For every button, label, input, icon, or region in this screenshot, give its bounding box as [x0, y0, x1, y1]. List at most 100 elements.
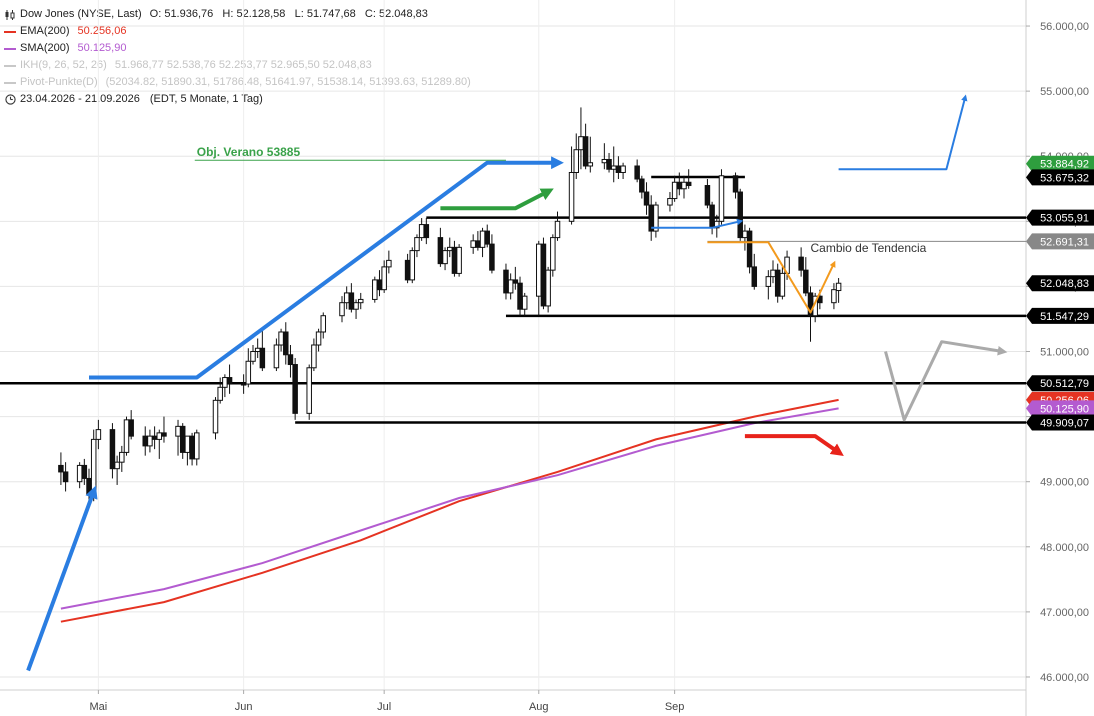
legend-swatch: [4, 30, 16, 33]
candle-body: [222, 377, 228, 388]
candle: [718, 169, 725, 225]
candle: [348, 283, 355, 313]
price-label: 53.884,92: [1026, 155, 1094, 172]
candle-body: [418, 224, 425, 239]
candle: [742, 224, 748, 251]
candle-body: [212, 399, 219, 434]
candle-body: [114, 461, 120, 470]
candle-body: [62, 471, 69, 483]
candle-body: [615, 165, 622, 174]
candle-body: [217, 386, 223, 401]
candle-body: [386, 259, 392, 268]
legend-value: 50.256,06: [77, 25, 127, 37]
legend-label: Pivot-Punkte(D): [20, 76, 98, 88]
candle: [550, 234, 556, 277]
candle-body: [746, 230, 753, 268]
legend-indicator-0[interactable]: EMA(200) 50.256,06: [4, 23, 471, 40]
candle: [161, 416, 167, 443]
price-label-bg: [1026, 275, 1094, 292]
candle: [620, 162, 626, 180]
candle: [320, 312, 327, 339]
price-label: 52.048,83: [1026, 275, 1094, 292]
candle-body: [372, 279, 378, 300]
candle-body: [732, 175, 739, 193]
candle: [835, 278, 842, 303]
candle: [259, 328, 266, 372]
candle-body: [90, 438, 97, 496]
candle: [737, 188, 743, 241]
candle-body: [442, 250, 448, 265]
candle-body: [254, 347, 261, 353]
x-tick-label: Aug: [529, 701, 549, 713]
y-tick-label: 51.000,00: [1040, 347, 1089, 359]
candle-body: [58, 464, 64, 473]
candle: [746, 227, 753, 274]
candle: [685, 169, 692, 189]
candle: [653, 201, 659, 238]
candle: [704, 179, 711, 209]
candle-body: [536, 243, 542, 297]
candle-body: [451, 246, 458, 274]
candle-body: [194, 432, 200, 460]
candle-body: [357, 298, 364, 304]
candle-body: [709, 204, 715, 229]
candle: [540, 237, 547, 310]
candle: [423, 218, 430, 245]
candle-body: [484, 230, 490, 245]
candle: [292, 358, 298, 420]
candle: [484, 224, 490, 248]
candle-body: [676, 181, 683, 190]
drawn-arrow: [26, 485, 98, 672]
candle-body: [311, 344, 317, 369]
candle: [142, 426, 148, 456]
legend-value: 50.125,90: [77, 42, 127, 54]
drawn-arrow: [89, 156, 564, 380]
candle: [507, 273, 514, 300]
price-label-text: 52.048,83: [1040, 278, 1089, 290]
price-label-bg: [1026, 155, 1094, 172]
clock-icon: [4, 94, 16, 106]
candle: [343, 286, 350, 310]
candle: [353, 299, 359, 319]
candle: [95, 419, 102, 450]
candle-body: [456, 246, 462, 274]
candle: [283, 322, 289, 365]
candle-body: [273, 344, 280, 369]
candle-body: [119, 451, 125, 463]
candle-body: [643, 191, 650, 206]
candle: [90, 429, 97, 502]
y-tick-label: 55.000,00: [1040, 86, 1089, 98]
drawn-arrow: [744, 434, 844, 457]
candle: [156, 429, 163, 459]
series-line-ema-200-: [60, 398, 839, 623]
candle-body: [503, 269, 509, 294]
candle-body: [76, 464, 83, 483]
legend-indicator-1[interactable]: SMA(200) 50.125,90: [4, 40, 471, 57]
candle-body: [751, 266, 758, 287]
candle: [536, 240, 542, 316]
candle: [447, 237, 453, 258]
candle-body: [404, 259, 411, 281]
candle: [76, 462, 83, 489]
drawn-arrow: [651, 218, 744, 229]
candle-body: [507, 279, 514, 294]
candle-body: [765, 276, 772, 287]
candle: [114, 455, 120, 485]
candle-body: [550, 237, 556, 271]
price-label-text: 49.909,07: [1040, 418, 1089, 430]
candle-body: [704, 185, 711, 206]
price-label: 51.547,29: [1026, 307, 1094, 324]
legend-indicator-3[interactable]: Pivot-Punkte(D) (52034.82, 51890.31, 5178…: [4, 74, 471, 91]
candle: [503, 263, 509, 300]
candle-body: [606, 158, 612, 170]
candle-body: [470, 240, 476, 248]
candle: [606, 152, 612, 173]
candle-body: [540, 243, 547, 307]
candle: [151, 426, 158, 450]
candle-body: [343, 292, 350, 304]
candle: [770, 260, 776, 284]
x-tick-label: Mai: [90, 701, 108, 713]
price-label-bg: [1026, 233, 1094, 250]
candle: [798, 247, 804, 277]
